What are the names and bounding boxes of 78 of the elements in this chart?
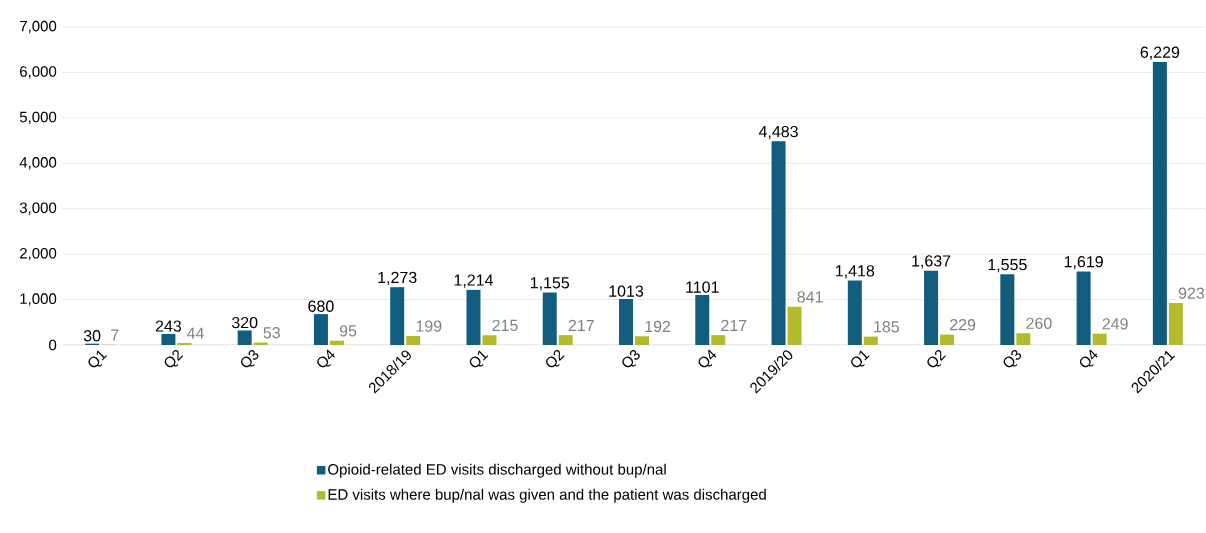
x-tick-label: Q4 xyxy=(1079,349,1098,368)
data-label: 215 xyxy=(492,319,518,332)
bar xyxy=(771,141,786,345)
data-label: 4,483 xyxy=(758,125,798,140)
y-tick-label: 6,000 xyxy=(20,66,57,79)
data-label: 1,273 xyxy=(378,271,417,285)
bar xyxy=(847,280,862,345)
x-tick-label: Q1 xyxy=(88,350,108,368)
bar xyxy=(329,340,344,345)
bar xyxy=(313,314,328,345)
x-tick-label: Q2 xyxy=(927,349,946,368)
data-label: 680 xyxy=(308,300,334,312)
x-tick-label: Q3 xyxy=(1003,349,1022,368)
data-label: 249 xyxy=(1102,318,1128,330)
x-tick-label: Q4 xyxy=(317,349,336,368)
x-tick-label: Q1 xyxy=(851,350,870,368)
data-label: 260 xyxy=(1026,317,1052,329)
bar xyxy=(390,287,405,345)
data-label: 1,637 xyxy=(912,255,951,269)
bar xyxy=(924,270,939,345)
data-label: 1013 xyxy=(609,285,644,297)
legend-label: ED visits where bup/nal was given and the patient was discharged xyxy=(328,488,766,503)
bar xyxy=(558,335,573,345)
x-tick-label: Q3 xyxy=(240,349,259,368)
y-tick-label: 3,000 xyxy=(19,202,57,215)
bar xyxy=(406,335,421,345)
x-tick-label: Q1 xyxy=(469,350,489,368)
y-tick-label: 2,000 xyxy=(20,247,57,261)
data-label: 1,555 xyxy=(988,259,1027,273)
y-tick-label: 7,000 xyxy=(20,20,57,34)
bar xyxy=(711,335,726,345)
data-label: 95 xyxy=(339,325,357,337)
bar xyxy=(1092,333,1107,345)
data-label: 192 xyxy=(645,320,671,333)
x-tick-label: Q3 xyxy=(622,349,640,368)
bar xyxy=(619,298,634,345)
y-tick-label: 4,000 xyxy=(19,157,57,170)
data-label: 30 xyxy=(83,330,101,342)
bar xyxy=(1076,271,1091,345)
data-label: 923 xyxy=(1178,287,1205,299)
bar xyxy=(1168,303,1183,345)
bar xyxy=(940,334,955,345)
data-label: 841 xyxy=(797,291,823,303)
bar xyxy=(482,335,497,345)
data-label: 185 xyxy=(874,321,900,333)
data-label: 44 xyxy=(186,327,204,339)
data-label: 1,214 xyxy=(454,274,494,288)
data-label: 199 xyxy=(416,320,442,332)
y-tick-label: 5,000 xyxy=(19,111,57,125)
x-tick-label: Q2 xyxy=(164,349,184,368)
bar xyxy=(1016,333,1031,345)
data-label: 7 xyxy=(111,329,119,341)
bar xyxy=(695,294,710,345)
data-label: 6,229 xyxy=(1140,46,1180,60)
data-label: 217 xyxy=(568,319,594,331)
bar xyxy=(466,289,481,345)
data-label: 229 xyxy=(950,319,976,331)
data-label: 1,619 xyxy=(1064,256,1103,270)
bar xyxy=(161,333,176,345)
x-tick-label: Q4 xyxy=(698,349,717,368)
data-label: 1101 xyxy=(686,281,719,293)
x-tick-label: Q2 xyxy=(546,349,565,368)
bar xyxy=(635,336,650,345)
bar xyxy=(787,306,802,345)
data-label: 53 xyxy=(263,327,280,339)
data-label: 1,418 xyxy=(836,265,875,279)
bar xyxy=(1000,274,1015,345)
bar xyxy=(542,292,557,345)
data-label: 217 xyxy=(721,319,747,331)
bar xyxy=(237,330,252,345)
data-label: 243 xyxy=(155,320,182,332)
data-label: 1,155 xyxy=(530,277,570,291)
bar xyxy=(1152,62,1167,345)
data-label: 320 xyxy=(231,316,258,329)
bar xyxy=(863,336,878,345)
y-tick-label: 0 xyxy=(49,339,57,351)
y-tick-label: 1,000 xyxy=(20,293,57,306)
legend-label: Opioid-related ED visits discharged without bup/nal xyxy=(328,463,666,478)
